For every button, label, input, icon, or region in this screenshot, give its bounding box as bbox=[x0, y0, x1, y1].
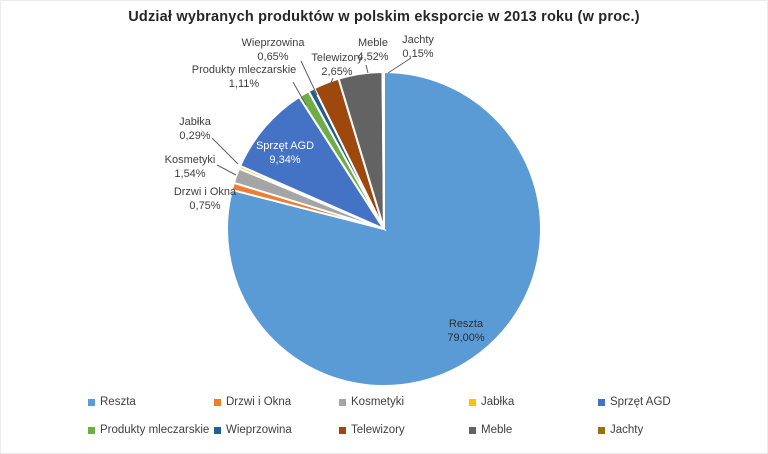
slice-label-value: 1,54% bbox=[174, 167, 206, 180]
slice-label-name: Jachty bbox=[402, 34, 434, 46]
slice-label-name: Reszta bbox=[448, 318, 484, 330]
slice-label-reszta: Reszta 79,00% bbox=[447, 318, 484, 345]
label-leader-line bbox=[216, 164, 237, 176]
label-leader-line bbox=[300, 60, 318, 96]
slice-label-value: 9,34% bbox=[269, 153, 301, 166]
slice-label-value: 0,29% bbox=[179, 129, 211, 142]
pie-slice-jachty bbox=[381, 70, 385, 230]
slice-label-name: Meble bbox=[358, 37, 388, 49]
slice-label-value: 0,65% bbox=[257, 50, 289, 63]
label-leader-line bbox=[211, 137, 239, 165]
pie-slice-sprzet-agd bbox=[238, 95, 387, 232]
slice-label-name: Telewizory bbox=[311, 52, 363, 64]
slice-label-value: 1,11% bbox=[228, 77, 260, 90]
slice-label-sprzet-agd: Sprzęt AGD 9,34% bbox=[256, 140, 314, 167]
slice-label-meble: Meble 4,52% bbox=[357, 37, 388, 64]
slice-label-telewizory: Telewizory 2,65% bbox=[311, 52, 362, 79]
slice-label-value: 0,15% bbox=[402, 47, 434, 60]
slice-label-name: Drzwi i Okna bbox=[173, 186, 237, 198]
slice-label-name: Jabłka bbox=[179, 116, 211, 128]
slice-label-name: Produkty mleczarskie bbox=[191, 64, 297, 76]
slice-label-value: 0,75% bbox=[189, 199, 221, 212]
slice-label-wieprzowina: Wieprzowina 0,65% bbox=[242, 37, 305, 64]
slice-label-value: 79,00% bbox=[447, 331, 485, 344]
chart-title: Udział wybranych produktów w polskim eks… bbox=[128, 9, 640, 25]
label-leader-line bbox=[387, 57, 412, 74]
slice-label-value: 2,65% bbox=[321, 65, 353, 78]
slice-label-value: 4,52% bbox=[357, 50, 389, 63]
slice-label-jablka: Jabłka 0,29% bbox=[179, 116, 211, 143]
slice-label-name: Kosmetyki bbox=[164, 154, 216, 166]
slice-label-name: Wieprzowina bbox=[241, 37, 305, 49]
slice-label-kosmetyki: Kosmetyki 1,54% bbox=[165, 154, 216, 181]
slice-label-jachty: Jachty 0,15% bbox=[402, 34, 434, 61]
label-leader-line bbox=[292, 81, 307, 106]
label-leader-line bbox=[365, 64, 369, 74]
slice-label-drzwi-i-okna: Drzwi i Okna 0,75% bbox=[174, 186, 236, 213]
pie-slice-reszta bbox=[226, 70, 542, 387]
slice-label-produkty-mleczarskie: Produkty mleczarskie 1,11% bbox=[192, 64, 297, 91]
slice-label-name: Sprzęt AGD bbox=[255, 140, 315, 152]
label-leader-line bbox=[329, 77, 334, 86]
